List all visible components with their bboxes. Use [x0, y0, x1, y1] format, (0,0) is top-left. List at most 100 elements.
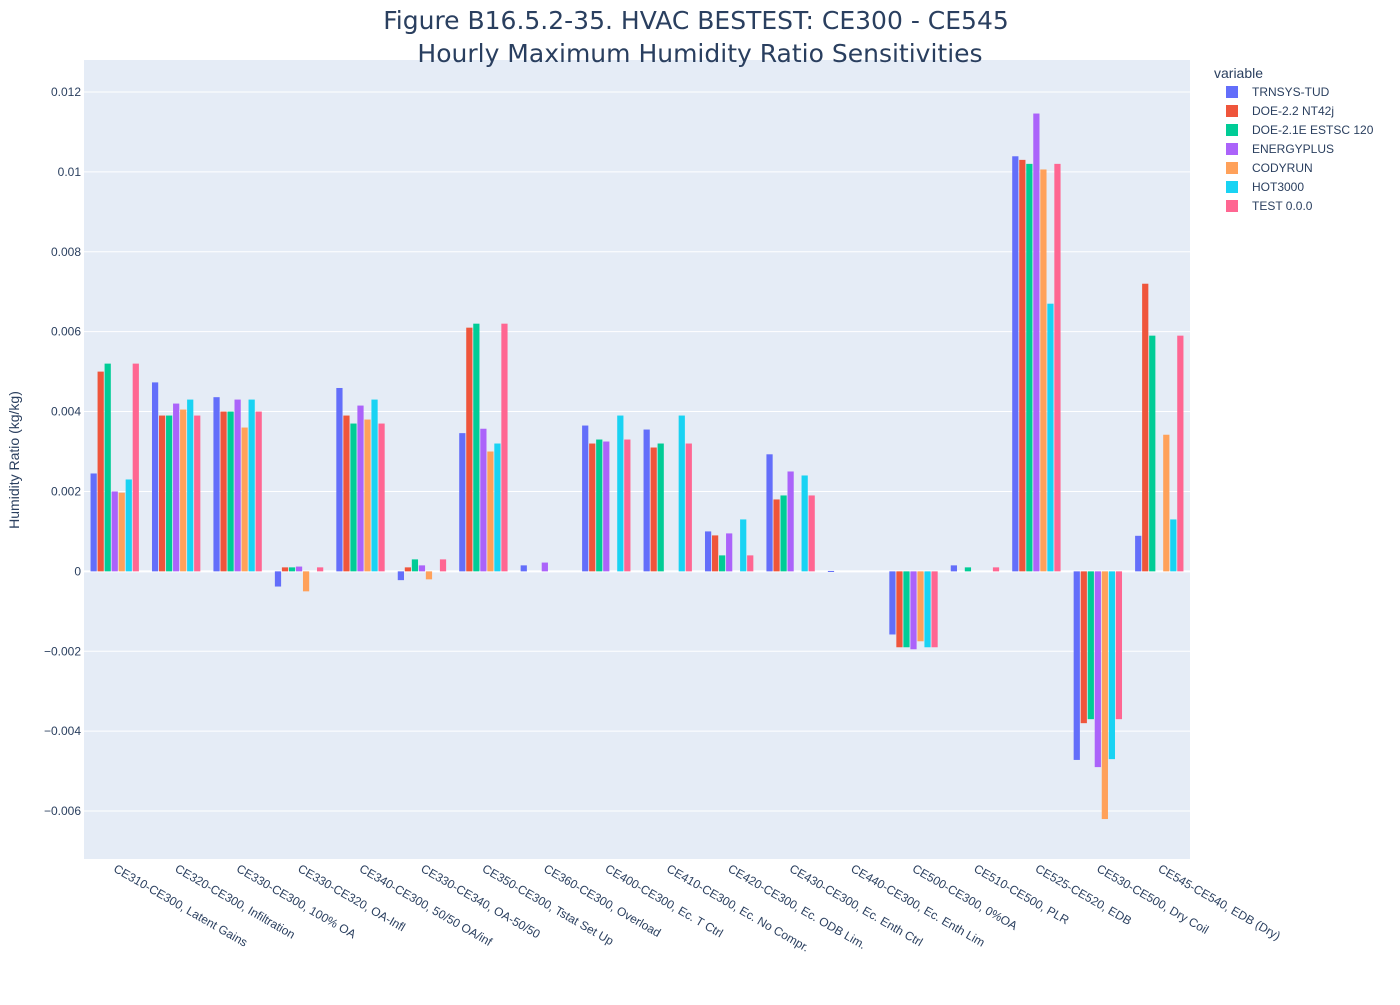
legend-item[interactable]: TEST 0.0.0	[1226, 199, 1313, 213]
bar[interactable]	[466, 327, 473, 572]
bar[interactable]	[166, 415, 173, 572]
bar[interactable]	[317, 567, 324, 572]
bar[interactable]	[459, 433, 466, 572]
bar[interactable]	[1019, 159, 1026, 572]
bar[interactable]	[411, 559, 419, 572]
bar[interactable]	[281, 567, 289, 572]
bar[interactable]	[397, 571, 404, 581]
bar[interactable]	[889, 571, 896, 635]
bar[interactable]	[473, 323, 480, 572]
bar[interactable]	[480, 428, 487, 572]
bar[interactable]	[220, 411, 227, 572]
bar[interactable]	[787, 471, 794, 572]
bar[interactable]	[288, 567, 296, 572]
bar[interactable]	[924, 571, 931, 648]
bar[interactable]	[274, 571, 282, 587]
legend-item[interactable]: HOT3000	[1226, 180, 1304, 194]
legend-item[interactable]: ENERGYPLUS	[1226, 142, 1334, 156]
bar[interactable]	[255, 411, 262, 572]
bar[interactable]	[624, 439, 631, 572]
bar[interactable]	[917, 571, 924, 642]
bar[interactable]	[248, 399, 255, 572]
bar[interactable]	[1040, 169, 1047, 572]
bar[interactable]	[520, 565, 527, 572]
bar[interactable]	[801, 475, 808, 572]
bar[interactable]	[357, 405, 364, 572]
bar[interactable]	[371, 399, 378, 572]
bar[interactable]	[302, 571, 310, 592]
bar[interactable]	[364, 419, 371, 572]
bar[interactable]	[740, 519, 747, 572]
legend-item[interactable]: TRNSYS-TUD	[1226, 85, 1330, 99]
bar[interactable]	[617, 415, 624, 572]
bar[interactable]	[118, 492, 125, 572]
bar[interactable]	[808, 495, 815, 572]
bar[interactable]	[992, 567, 1000, 572]
bar[interactable]	[827, 570, 835, 572]
bar[interactable]	[678, 415, 685, 572]
bar[interactable]	[151, 382, 159, 572]
bar[interactable]	[1047, 303, 1054, 572]
bar[interactable]	[439, 559, 447, 572]
bar[interactable]	[657, 443, 664, 572]
bar[interactable]	[132, 363, 139, 572]
bar[interactable]	[418, 565, 426, 572]
bar[interactable]	[97, 371, 104, 572]
bar[interactable]	[194, 415, 201, 572]
bar[interactable]	[1033, 113, 1040, 572]
bar[interactable]	[1054, 163, 1061, 572]
bar[interactable]	[187, 399, 194, 572]
bar[interactable]	[1142, 283, 1149, 572]
bar[interactable]	[295, 566, 303, 572]
bar[interactable]	[227, 411, 234, 572]
bar[interactable]	[501, 323, 508, 572]
bar[interactable]	[1163, 434, 1170, 572]
bar[interactable]	[1080, 571, 1087, 724]
bar[interactable]	[1177, 335, 1184, 572]
legend-item[interactable]: CODYRUN	[1226, 161, 1313, 175]
legend-item[interactable]: DOE-2.1E ESTSC 120	[1226, 123, 1374, 137]
bar[interactable]	[125, 479, 132, 572]
bar[interactable]	[241, 427, 248, 572]
bar[interactable]	[343, 415, 350, 572]
bar[interactable]	[766, 454, 773, 572]
bar[interactable]	[1087, 571, 1094, 720]
bar[interactable]	[541, 562, 548, 572]
bar[interactable]	[1149, 335, 1156, 572]
bar[interactable]	[350, 423, 357, 572]
bar[interactable]	[1135, 535, 1142, 572]
legend-item[interactable]: DOE-2.2 NT42j	[1226, 104, 1334, 118]
bar[interactable]	[180, 409, 187, 572]
bar[interactable]	[111, 491, 118, 572]
bar[interactable]	[589, 443, 596, 572]
bar[interactable]	[494, 443, 501, 572]
bar[interactable]	[719, 555, 726, 572]
bar[interactable]	[213, 397, 220, 572]
bar[interactable]	[1026, 163, 1033, 572]
bar[interactable]	[234, 399, 241, 572]
bar[interactable]	[780, 495, 787, 572]
bar[interactable]	[747, 555, 754, 572]
bar[interactable]	[910, 571, 917, 650]
bar[interactable]	[643, 429, 650, 572]
bar[interactable]	[582, 425, 589, 572]
bar[interactable]	[650, 447, 657, 572]
bar[interactable]	[685, 443, 692, 572]
bar[interactable]	[1108, 571, 1115, 760]
bar[interactable]	[1170, 519, 1177, 572]
bar[interactable]	[1094, 571, 1101, 768]
bar[interactable]	[603, 441, 610, 572]
bar[interactable]	[950, 565, 957, 572]
bar[interactable]	[1101, 571, 1108, 820]
bar[interactable]	[1115, 571, 1123, 720]
bar[interactable]	[378, 423, 385, 572]
bar[interactable]	[726, 533, 733, 572]
bar[interactable]	[712, 535, 719, 572]
bar[interactable]	[104, 363, 111, 572]
bar[interactable]	[596, 439, 603, 572]
bar[interactable]	[931, 571, 938, 648]
bar[interactable]	[336, 387, 343, 572]
bar[interactable]	[964, 567, 972, 572]
bar[interactable]	[159, 415, 166, 572]
bar[interactable]	[1012, 156, 1019, 572]
